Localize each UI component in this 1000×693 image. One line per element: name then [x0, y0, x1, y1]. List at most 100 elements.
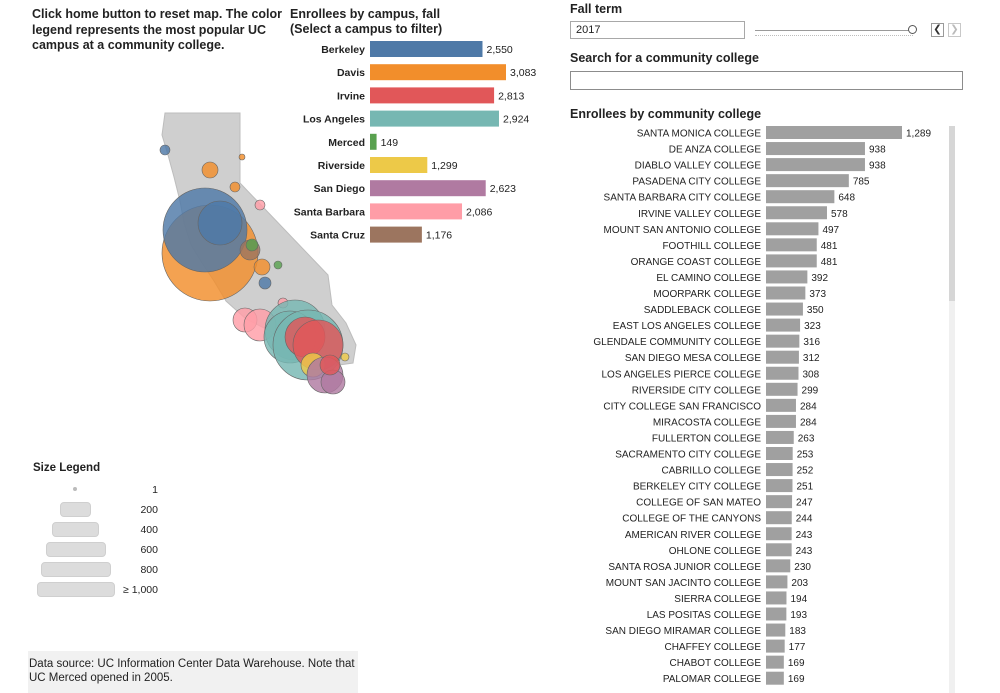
campus-bar-chart[interactable]: Berkeley 2,550 Davis 3,083 Irvine 2,813 Los An…: [290, 38, 555, 248]
college-bubble[interactable]: [319, 354, 341, 376]
cc-label[interactable]: MIRACOSTA COLLEGE: [653, 417, 762, 428]
cc-bar[interactable]: [766, 334, 800, 348]
search-input[interactable]: [570, 71, 963, 90]
campus-label[interactable]: Berkeley: [321, 44, 365, 56]
fall-term-next-button[interactable]: ❯: [948, 23, 961, 37]
cc-label[interactable]: RIVERSIDE CITY COLLEGE: [632, 385, 762, 396]
cc-bar[interactable]: [766, 414, 796, 428]
campus-label[interactable]: Riverside: [318, 160, 365, 172]
cc-label[interactable]: SACRAMENTO CITY COLLEGE: [615, 450, 761, 461]
cc-label[interactable]: OHLONE COLLEGE: [669, 546, 762, 557]
cc-label[interactable]: SANTA MONICA COLLEGE: [637, 129, 762, 140]
campus-bar[interactable]: [370, 110, 499, 127]
cc-bar[interactable]: [766, 142, 865, 156]
cc-bar-chart[interactable]: SANTA MONICA COLLEGE 1,289 DE ANZA COLLEGE…: [570, 124, 945, 693]
cc-label[interactable]: LAS POSITAS COLLEGE: [647, 610, 762, 621]
college-bubble[interactable]: [254, 199, 266, 211]
cc-bar[interactable]: [766, 639, 785, 653]
campus-bar[interactable]: [370, 180, 486, 197]
cc-label[interactable]: GLENDALE COMMUNITY COLLEGE: [593, 337, 761, 348]
cc-bar[interactable]: [766, 398, 796, 412]
cc-bar[interactable]: [766, 559, 791, 573]
college-bubble[interactable]: [340, 352, 350, 362]
cc-label[interactable]: EAST LOS ANGELES COLLEGE: [613, 321, 762, 332]
cc-bar[interactable]: [766, 222, 819, 236]
college-bubble[interactable]: [245, 238, 259, 252]
cc-label[interactable]: MOORPARK COLLEGE: [653, 289, 761, 300]
cc-label[interactable]: BERKELEY CITY COLLEGE: [633, 482, 761, 493]
cc-bar[interactable]: [766, 174, 849, 188]
fall-term-slider-handle[interactable]: [908, 25, 917, 34]
cc-bar[interactable]: [766, 270, 808, 284]
cc-label[interactable]: SAN DIEGO MIRAMAR COLLEGE: [605, 626, 761, 637]
cc-label[interactable]: ORANGE COAST COLLEGE: [631, 257, 762, 268]
cc-label[interactable]: SANTA ROSA JUNIOR COLLEGE: [608, 562, 761, 573]
cc-label[interactable]: FOOTHILL COLLEGE: [662, 241, 761, 252]
campus-bar[interactable]: [370, 133, 377, 150]
campus-label[interactable]: Santa Barbara: [294, 206, 365, 218]
college-bubble[interactable]: [201, 161, 219, 179]
cc-label[interactable]: SANTA BARBARA CITY COLLEGE: [604, 193, 762, 204]
college-bubble[interactable]: [238, 153, 246, 161]
cc-label[interactable]: DE ANZA COLLEGE: [669, 145, 762, 156]
cc-bar[interactable]: [766, 382, 798, 396]
cc-bar[interactable]: [766, 126, 902, 139]
college-bubble[interactable]: [273, 260, 283, 270]
cc-scrollbar-thumb[interactable]: [949, 126, 955, 301]
campus-label[interactable]: Los Angeles: [303, 114, 365, 126]
cc-bar[interactable]: [766, 623, 786, 637]
cc-label[interactable]: CHABOT COLLEGE: [669, 658, 761, 669]
cc-label[interactable]: FULLERTON COLLEGE: [652, 433, 761, 444]
cc-bar[interactable]: [766, 591, 787, 605]
cc-bar[interactable]: [766, 479, 793, 493]
cc-bar[interactable]: [766, 495, 793, 509]
cc-label[interactable]: SIERRA COLLEGE: [674, 594, 761, 605]
college-bubble[interactable]: [159, 144, 171, 156]
cc-bar[interactable]: [766, 543, 792, 557]
cc-label[interactable]: IRVINE VALLEY COLLEGE: [638, 209, 761, 220]
california-map[interactable]: [150, 105, 400, 405]
campus-bar[interactable]: [370, 87, 495, 104]
fall-term-prev-button[interactable]: ❮: [931, 23, 944, 37]
cc-label[interactable]: MOUNT SAN ANTONIO COLLEGE: [604, 225, 762, 236]
cc-bar[interactable]: [766, 430, 794, 444]
campus-bar[interactable]: [370, 203, 463, 220]
campus-bar[interactable]: [370, 64, 506, 81]
cc-label[interactable]: LOS ANGELES PIERCE COLLEGE: [601, 369, 761, 380]
cc-bar[interactable]: [766, 575, 788, 589]
cc-bar[interactable]: [766, 447, 793, 460]
cc-bar[interactable]: [766, 206, 827, 220]
cc-scrollbar[interactable]: [949, 126, 955, 693]
cc-label[interactable]: DIABLO VALLEY COLLEGE: [635, 161, 762, 172]
campus-label[interactable]: Davis: [337, 67, 365, 79]
fall-term-slider-track[interactable]: [755, 30, 913, 31]
cc-label[interactable]: COLLEGE OF THE CANYONS: [622, 514, 761, 525]
cc-bar[interactable]: [766, 607, 787, 621]
cc-label[interactable]: SAN DIEGO MESA COLLEGE: [625, 353, 761, 364]
cc-bar[interactable]: [766, 671, 784, 685]
cc-label[interactable]: MOUNT SAN JACINTO COLLEGE: [606, 578, 762, 589]
cc-label[interactable]: PASADENA CITY COLLEGE: [632, 177, 761, 188]
cc-bar[interactable]: [766, 302, 803, 316]
fall-term-field[interactable]: 2017: [570, 21, 745, 39]
college-bubble[interactable]: [197, 200, 243, 246]
college-bubble[interactable]: [258, 276, 272, 290]
cc-bar[interactable]: [766, 350, 799, 364]
cc-bar[interactable]: [766, 318, 801, 332]
campus-label[interactable]: Irvine: [337, 90, 365, 102]
college-bubble[interactable]: [253, 258, 271, 276]
cc-label[interactable]: CHAFFEY COLLEGE: [664, 642, 761, 653]
cc-label[interactable]: SADDLEBACK COLLEGE: [644, 305, 762, 316]
cc-label[interactable]: CABRILLO COLLEGE: [662, 466, 762, 477]
cc-bar[interactable]: [766, 286, 806, 300]
cc-bar[interactable]: [766, 366, 799, 380]
cc-bar[interactable]: [766, 254, 817, 268]
campus-label[interactable]: San Diego: [314, 183, 365, 195]
campus-label[interactable]: Merced: [328, 137, 365, 149]
college-bubble[interactable]: [229, 181, 241, 193]
cc-label[interactable]: PALOMAR COLLEGE: [663, 674, 762, 685]
cc-bar[interactable]: [766, 655, 784, 669]
cc-bar[interactable]: [766, 190, 835, 204]
cc-bar[interactable]: [766, 511, 792, 525]
cc-label[interactable]: CITY COLLEGE SAN FRANCISCO: [603, 401, 761, 412]
